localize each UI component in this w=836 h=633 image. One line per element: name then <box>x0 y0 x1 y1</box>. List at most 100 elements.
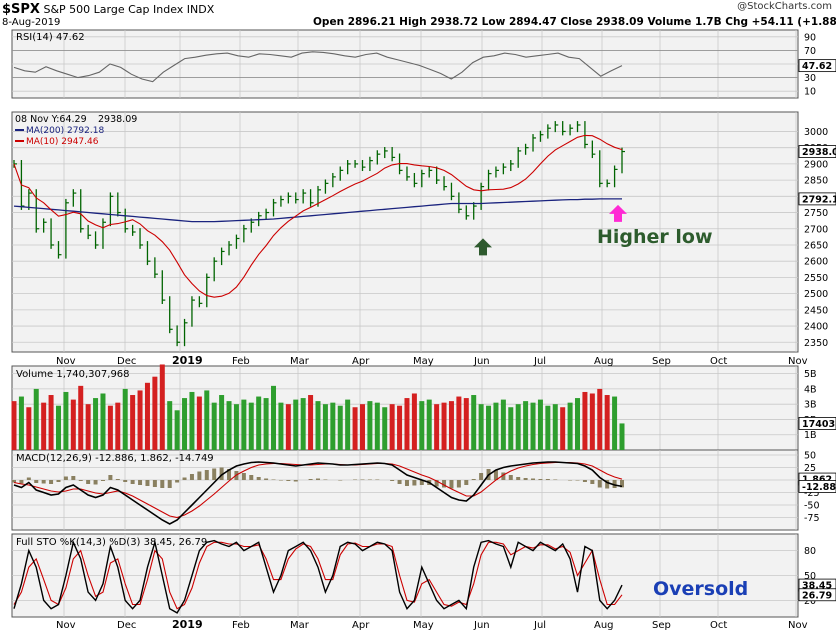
macd-histogram-bar <box>152 480 157 487</box>
symbol: $SPX <box>2 2 40 17</box>
sto-tick-label: 50 <box>804 571 816 582</box>
price-tick-label: 2600 <box>804 257 828 268</box>
macd-histogram-bar <box>597 480 602 488</box>
macd-histogram-bar <box>605 480 610 489</box>
x-axis-label: Aug <box>594 620 614 631</box>
volume-bar <box>308 395 314 450</box>
rsi-last-box <box>798 59 836 73</box>
volume-bar <box>560 407 566 450</box>
volume-bar <box>293 399 299 450</box>
macd-last-label: -12.886 <box>802 482 836 493</box>
volume-bar <box>300 398 306 450</box>
volume-bar <box>100 393 106 450</box>
macd-histogram-bar <box>412 480 417 486</box>
macd-histogram-bar <box>204 470 209 480</box>
x-axis-label: 2019 <box>172 618 203 631</box>
price-last-box <box>798 145 836 158</box>
macd-histogram-bar <box>227 469 232 480</box>
rsi-label: RSI(14) 47.62 <box>16 32 85 43</box>
volume-bar <box>211 402 217 450</box>
volume-bar <box>619 423 625 450</box>
macd-histogram-bar <box>538 479 543 480</box>
macd-histogram-bar <box>63 476 68 480</box>
macd-histogram-bar <box>464 480 469 485</box>
macd-histogram-bar <box>308 479 313 480</box>
macd-histogram-bar <box>26 477 31 480</box>
macd-histogram-bar <box>182 477 187 480</box>
volume-bar <box>41 402 47 450</box>
volume-bar <box>486 405 492 450</box>
volume-bar <box>389 404 395 450</box>
price-tick-label: 2650 <box>804 240 828 251</box>
volume-bar <box>219 395 225 450</box>
macd-histogram-bar <box>115 479 120 480</box>
macd-histogram-bar <box>419 480 424 485</box>
x-axis-label: Feb <box>232 356 250 367</box>
price-tick-label: 2400 <box>804 322 828 333</box>
sto-k-line <box>13 539 623 614</box>
volume-tick-label: 3B <box>804 400 817 411</box>
x-axis-label: Jul <box>533 356 546 367</box>
macd-tick-label: 25 <box>804 463 816 474</box>
volume-bar <box>204 390 210 450</box>
volume-bar <box>256 396 262 450</box>
volume-bar <box>441 402 447 450</box>
oversold-annotation: Oversold <box>653 578 749 600</box>
volume-bar <box>241 399 247 450</box>
volume-bar <box>471 395 477 450</box>
macd-histogram-bar <box>582 480 587 482</box>
volume-last-box <box>798 417 836 430</box>
volume-bar <box>500 399 506 450</box>
x-axis-label: Oct <box>710 620 727 631</box>
volume-bar <box>11 401 17 450</box>
volume-bar <box>582 391 588 450</box>
macd-histogram-bar <box>353 479 358 480</box>
macd-histogram-bar <box>612 480 617 488</box>
macd-histogram-bar <box>590 480 595 484</box>
macd-histogram-bar <box>390 480 395 481</box>
volume-bar <box>589 393 595 450</box>
volume-bar <box>174 410 180 450</box>
sto-d-last-label: 26.79 <box>802 590 832 601</box>
index-name: S&P 500 Large Cap Index <box>43 3 184 16</box>
volume-bar <box>530 402 536 450</box>
volume-bar <box>55 405 61 450</box>
x-axis-label: Aug <box>594 356 614 367</box>
volume-bar <box>552 404 558 450</box>
macd-histogram-bar <box>86 480 91 484</box>
volume-bar <box>397 405 403 450</box>
macd-histogram-bar <box>286 480 291 481</box>
volume-bar <box>48 395 54 450</box>
sto-d-last-box <box>798 588 836 602</box>
price-tick-label: 2850 <box>804 176 828 187</box>
macd-histogram-bar <box>375 479 380 480</box>
ma200-line <box>13 198 622 223</box>
macd-histogram-bar <box>219 467 224 480</box>
macd-histogram-bar <box>123 480 128 482</box>
macd-last-box <box>798 480 836 493</box>
macd-histogram-bar <box>264 478 269 480</box>
macd-histogram-bar <box>278 480 283 481</box>
stockcharts-watermark: @StockCharts.com <box>737 1 832 12</box>
volume-bar <box>18 396 24 450</box>
chart-header: $SPX S&P 500 Large Cap Index INDX <box>2 2 214 17</box>
volume-bar <box>152 376 158 450</box>
ma10-line <box>13 134 623 298</box>
macd-histogram-bar <box>34 480 39 483</box>
volume-bar <box>508 407 514 450</box>
volume-bar <box>523 401 529 450</box>
volume-bar <box>70 399 76 450</box>
macd-histogram-bar <box>100 480 105 481</box>
macd-histogram-bar <box>145 480 150 486</box>
volume-bar <box>26 407 32 450</box>
volume-bar <box>85 404 91 450</box>
macd-histogram-bar <box>456 480 461 488</box>
volume-bar <box>426 399 432 450</box>
volume-bar <box>285 404 291 450</box>
macd-histogram-bar <box>442 480 447 488</box>
volume-tick-label: 1B <box>804 430 817 441</box>
volume-label: Volume 1,740,307,968 <box>16 369 130 380</box>
volume-bar <box>478 404 484 450</box>
sto-label: Full STO %K(14,3) %D(3) 38.45, 26.79 <box>16 537 207 548</box>
